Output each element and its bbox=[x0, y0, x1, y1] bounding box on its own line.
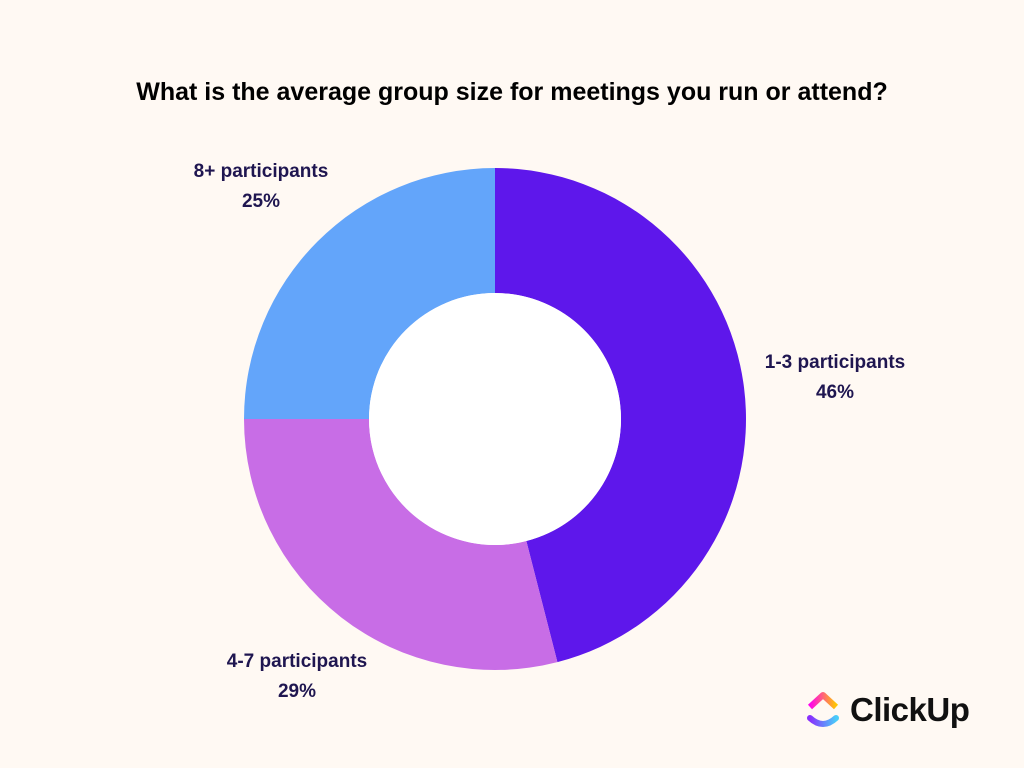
slice-value: 25% bbox=[241, 191, 281, 212]
slice-label-8plus: 8+ participants 25% bbox=[151, 157, 371, 217]
donut-slice-4-7-participants bbox=[244, 419, 558, 671]
clickup-logo-text: ClickUp bbox=[850, 691, 970, 728]
donut-hole bbox=[369, 293, 621, 545]
donut-slice-8-participants bbox=[244, 168, 495, 419]
slice-value: 29% bbox=[277, 681, 317, 702]
slice-category: 4-7 participants bbox=[226, 651, 368, 672]
slice-label-1-3: 1-3 participants 46% bbox=[725, 348, 945, 408]
donut-slice-1-3-participants bbox=[495, 168, 747, 663]
slice-category: 1-3 participants bbox=[764, 352, 906, 373]
slice-category: 8+ participants bbox=[193, 161, 329, 182]
slice-label-4-7: 4-7 participants 29% bbox=[187, 647, 407, 707]
clickup-logo-icon bbox=[807, 692, 839, 727]
clickup-logo: ClickUp bbox=[806, 690, 970, 730]
chart-title: What is the average group size for meeti… bbox=[136, 78, 888, 106]
slice-value: 46% bbox=[815, 382, 855, 403]
